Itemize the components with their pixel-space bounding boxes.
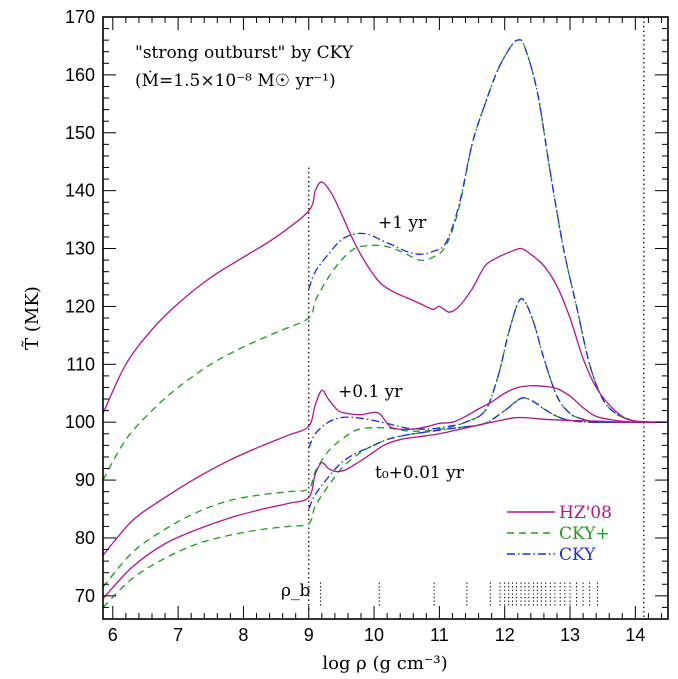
x-tick-label: 10 — [364, 625, 384, 645]
y-tick-label: 130 — [65, 239, 95, 259]
y-tick-label: 170 — [65, 7, 95, 27]
vertical-reference-lines — [308, 17, 645, 619]
x-tick-label: 8 — [238, 625, 248, 645]
y-tick-label: 160 — [65, 65, 95, 85]
tick-labels: 6 7 8 9 10 11 12 13 14 70 80 90 100 110 120 130 140 150 16… — [65, 7, 645, 645]
x-tick-label: 6 — [108, 625, 118, 645]
x-tick-label: 12 — [495, 625, 515, 645]
x-tick-label: 14 — [625, 625, 645, 645]
annotation-title-line1: "strong outburst" by CKY — [135, 43, 354, 63]
series-line — [308, 39, 668, 424]
annotation-title-line2: (Ṁ=1.5×10⁻⁸ M☉ yr⁻¹) — [135, 70, 336, 91]
series-line — [103, 397, 668, 608]
y-tick-label: 110 — [66, 354, 95, 374]
y-tick-label: 120 — [65, 296, 95, 316]
x-axis-label: log ρ (g cm⁻³) — [322, 653, 447, 674]
annotation-rho-b: ρ_b — [281, 581, 310, 601]
legend-label: CKY+ — [559, 524, 610, 544]
series-curves — [103, 39, 668, 608]
annotation-label-01yr: +0.1 yr — [338, 382, 403, 402]
y-tick-label: 80 — [75, 528, 95, 548]
legend-label: HZ'08 — [559, 503, 612, 523]
series-line — [103, 416, 668, 600]
y-tick-label: 140 — [65, 181, 95, 201]
series-line — [103, 181, 668, 423]
series-line — [103, 297, 668, 588]
x-tick-label: 13 — [560, 625, 580, 645]
series-line — [103, 385, 668, 556]
y-tick-label: 100 — [65, 412, 95, 432]
rho-b-markers — [319, 582, 599, 606]
series-line — [103, 39, 668, 481]
y-tick-label: 150 — [65, 123, 95, 143]
x-tick-label: 11 — [430, 625, 449, 645]
annotation-label-1yr: +1 yr — [378, 213, 427, 233]
x-tick-label: 9 — [304, 625, 314, 645]
legend-label: CKY — [559, 545, 596, 565]
axis-ticks — [103, 16, 668, 619]
x-tick-label: 7 — [173, 625, 183, 645]
annotation-label-001yr: t₀+0.01 yr — [375, 463, 465, 483]
y-tick-label: 70 — [75, 586, 95, 606]
y-axis-label: T̃ (MK) — [21, 286, 43, 350]
series-line — [308, 297, 668, 449]
plot-frame — [102, 16, 669, 620]
y-tick-label: 90 — [75, 470, 95, 490]
